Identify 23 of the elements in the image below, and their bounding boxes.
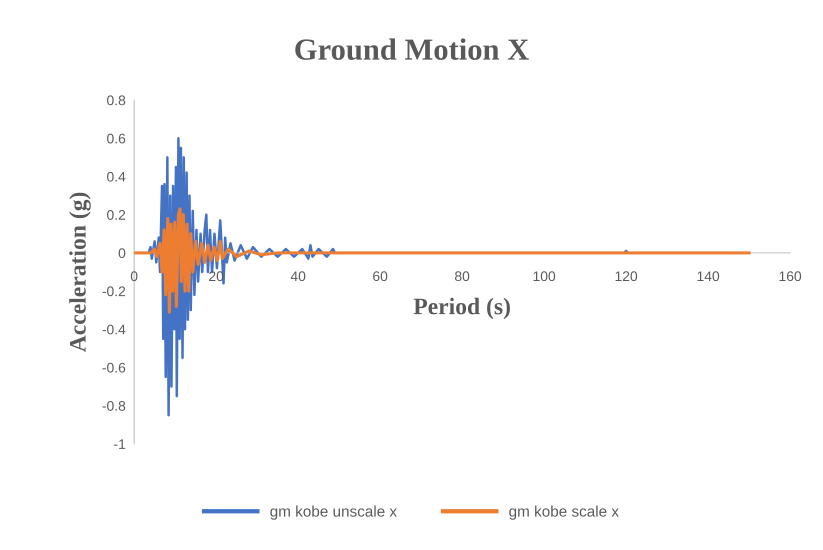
y-tick-label: -0.6 <box>102 362 126 373</box>
y-axis-title: Acceleration (g) <box>69 192 91 352</box>
y-tick-label: -1 <box>114 439 126 449</box>
x-tick-label: 120 <box>616 271 638 282</box>
y-tick-label: 0.8 <box>107 95 126 106</box>
x-axis-title: Period (s) <box>414 298 510 320</box>
x-tick-label: 60 <box>373 271 388 282</box>
y-tick-label: 0.2 <box>107 210 126 220</box>
x-tick-label: 40 <box>290 271 306 282</box>
y-tick-label: -0.8 <box>102 400 126 411</box>
x-tick-label: 140 <box>698 271 720 282</box>
x-tick-label: 80 <box>454 271 470 282</box>
y-tick-label: 0 <box>118 248 126 258</box>
legend-label: gm kobe scale x <box>509 506 619 520</box>
x-tick-label: 0 <box>130 271 138 282</box>
legend-label: gm kobe unscale x <box>270 506 397 520</box>
x-tick-label: 160 <box>780 271 802 282</box>
y-tick-label: -0.2 <box>102 286 126 296</box>
y-tick-label: -0.4 <box>102 324 126 334</box>
chart-title: Ground Motion X <box>295 38 529 60</box>
y-tick-label: 0.6 <box>107 134 126 144</box>
x-tick-label: 100 <box>534 271 556 282</box>
y-tick-label: 0.4 <box>107 172 126 182</box>
